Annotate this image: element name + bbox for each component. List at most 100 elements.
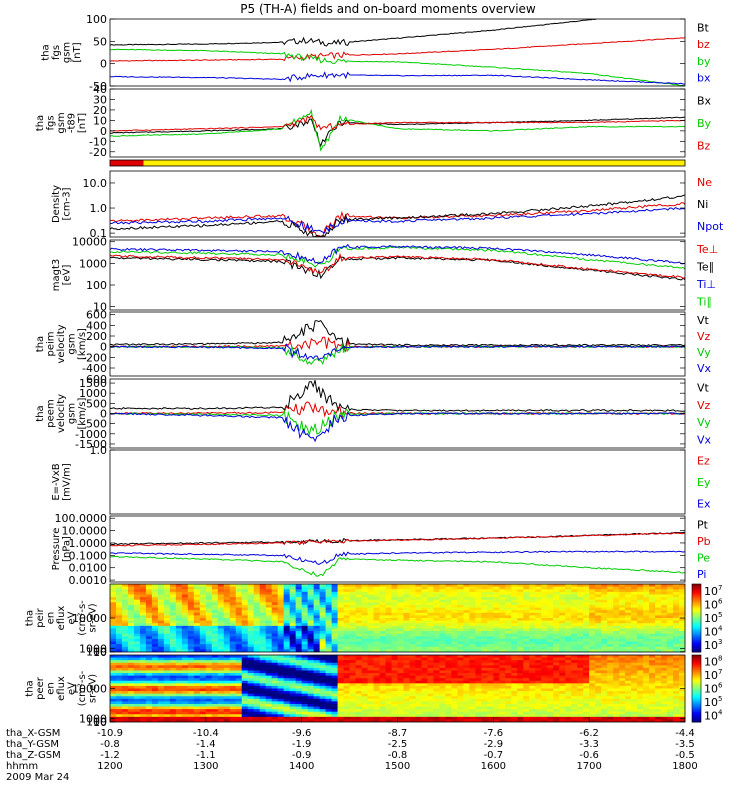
- traces-8: [110, 532, 685, 576]
- y-tick-label: 50: [93, 35, 107, 48]
- y-tick-label: 0.0010: [69, 574, 108, 587]
- y-axis-label: tha: [25, 610, 36, 626]
- y-tick-label: 100: [86, 279, 107, 292]
- y-axis-label: magt3: [51, 259, 62, 292]
- y-tick-label: 0.1000: [69, 549, 108, 562]
- series-line-blue: [110, 412, 685, 441]
- series-line-black: [110, 257, 685, 280]
- traces-1: [110, 111, 685, 151]
- colorbar-tick-exponent: 3: [718, 638, 722, 646]
- y-axis-label: sr-eV): [88, 603, 99, 632]
- colorbar-tick-label: 107: [704, 584, 722, 598]
- y-axis-label: [km/s]: [77, 328, 88, 360]
- y-axis-label: -t89: [67, 113, 78, 133]
- series-line-blue: [110, 551, 685, 564]
- y-axis-label: tha: [35, 405, 46, 421]
- legend-entry-black: Pt: [697, 518, 709, 531]
- series-line-red: [110, 402, 685, 419]
- legend-entry-green: By: [697, 117, 712, 130]
- spectrogram-10: [110, 655, 686, 723]
- series-line-black: [110, 321, 685, 349]
- legend-entry-blue: Ex: [697, 497, 711, 510]
- y-tick-label: 10000: [72, 236, 107, 249]
- panel-frame: [110, 240, 685, 310]
- series-line-blue: [110, 345, 685, 360]
- y-axis-label: [nPa]: [61, 536, 72, 562]
- legend-entry-blue: Ti⊥: [696, 278, 716, 291]
- legend-entry-blue: bx: [697, 72, 711, 85]
- legend-entry-green: Ey: [697, 476, 711, 489]
- legend-entry-red: Ne: [697, 176, 712, 189]
- legend-entry-green: Pe: [697, 551, 710, 564]
- series-line-red: [110, 254, 685, 278]
- legend-entry-black: Vt: [697, 382, 710, 395]
- legend-entry-red: bz: [697, 38, 710, 51]
- y-axis-label: velocity: [56, 394, 67, 433]
- colorbar-tick-label: 104: [704, 625, 723, 639]
- colorbar-tick-exponent: 4: [718, 625, 723, 633]
- y-axis-label: eV: [67, 611, 78, 624]
- y-axis-label: tha: [35, 115, 46, 131]
- y-tick-label: 1.0000: [69, 537, 108, 550]
- legend-entry-black: Bx: [697, 94, 712, 107]
- legend-entry-green: Vy: [697, 346, 711, 359]
- y-axis-label: fgs: [46, 115, 57, 130]
- state-bar-segment-1: [144, 160, 685, 166]
- spectrogram-9: [110, 584, 686, 653]
- legend-entry-black: Ni: [697, 198, 708, 211]
- legend-entry-red: Vz: [697, 399, 711, 412]
- panel-2: [110, 160, 685, 166]
- y-axis-label: eflux: [56, 606, 67, 631]
- y-axis-label: Density: [51, 185, 62, 223]
- y-axis-label: [nT]: [77, 113, 88, 133]
- legend-entry-blue: Npot: [697, 220, 724, 233]
- y-axis-label: tha: [35, 336, 46, 352]
- y-axis-label: Pressure: [51, 528, 62, 571]
- y-tick-label: -20: [89, 146, 107, 159]
- y-axis-label: fgs: [51, 45, 62, 60]
- panel-frame: [110, 450, 685, 514]
- y-axis-label: velocity: [56, 324, 67, 363]
- y-tick-label: 1000: [79, 257, 107, 270]
- y-axis-label: [mV/m]: [61, 463, 72, 501]
- y-axis-label: (cm²-s-: [77, 600, 88, 636]
- series-line-blue: [110, 73, 685, 85]
- series-line-green: [110, 556, 685, 576]
- traces-0: [110, 7, 685, 86]
- series-line-black: [110, 380, 685, 411]
- y-tick-label: 100.0000: [55, 512, 108, 525]
- y-axis-label: gsm: [67, 403, 78, 424]
- legend-entry-red: Pb: [697, 535, 711, 548]
- legend-entry-blue: Pi: [697, 568, 706, 581]
- series-line-black: [110, 195, 685, 237]
- series-line-green: [110, 111, 685, 151]
- colorbar-tick-exponent: 7: [718, 584, 722, 592]
- legend-entry-red: Ez: [697, 455, 710, 468]
- y-axis-label: tha: [40, 44, 51, 60]
- y-tick-label: 100: [86, 13, 107, 26]
- panel-frame: [110, 516, 685, 582]
- y-axis-label: [cm-3]: [61, 187, 72, 220]
- y-axis-label: peir: [35, 607, 46, 627]
- traces-6: [110, 380, 685, 441]
- series-line-black: [110, 117, 685, 146]
- y-axis-label: [eV]: [61, 265, 72, 286]
- panel-8: 100.000010.00001.00000.10000.01000.0010P…: [51, 512, 711, 587]
- legend-entry-green: Ti∥: [696, 295, 712, 308]
- legend-entry-black: Te∥: [696, 260, 714, 273]
- series-line-red: [110, 203, 685, 237]
- y-axis-label: en: [46, 612, 57, 625]
- y-tick-label: 1.0: [90, 202, 108, 215]
- legend-entry-red: Te⊥: [696, 243, 718, 256]
- y-axis-label: peem: [46, 399, 57, 427]
- y-tick-label: 1.0: [90, 444, 108, 457]
- y-axis-label: gsm: [61, 42, 72, 63]
- legend-entry-blue: Vx: [697, 362, 712, 375]
- y-tick-label: 10.0000: [62, 525, 108, 538]
- y-axis-label: peim: [46, 331, 57, 356]
